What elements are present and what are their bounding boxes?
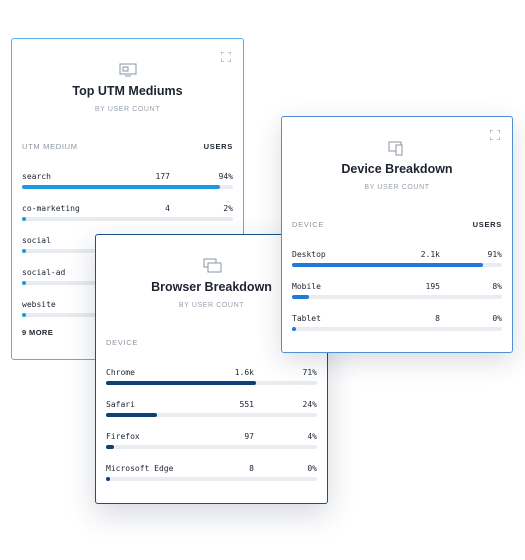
- row-count: 1.6k: [234, 368, 254, 377]
- row-percent: 0%: [307, 464, 317, 473]
- row-count: 195: [425, 282, 440, 291]
- bar: [106, 381, 256, 385]
- row-count: 97: [244, 432, 254, 441]
- bar: [22, 217, 27, 221]
- row-name: co-marketing: [22, 204, 80, 213]
- row-name: Mobile: [292, 282, 321, 291]
- row-percent: 8%: [492, 282, 502, 291]
- expand-icon[interactable]: [221, 52, 231, 62]
- row-name: Desktop: [292, 250, 326, 259]
- bar: [106, 445, 115, 449]
- bar: [22, 249, 26, 253]
- bar-track: [292, 295, 502, 299]
- bar-track: [106, 413, 317, 417]
- card: Device Breakdown BY USER COUNT DEVICE USERS…: [281, 116, 513, 353]
- bar-track: [106, 477, 317, 481]
- card-title: Browser Breakdown: [151, 280, 272, 294]
- bar: [22, 313, 26, 317]
- expand-icon[interactable]: [490, 130, 500, 140]
- row-percent: 2%: [223, 204, 233, 213]
- card-subtitle: BY USER COUNT: [178, 302, 245, 309]
- card-title: Device Breakdown: [341, 162, 453, 176]
- row-percent: 71%: [302, 368, 317, 377]
- row-name: Tablet: [292, 314, 321, 323]
- row-name: Firefox: [106, 432, 140, 441]
- row-count: 8: [249, 464, 254, 473]
- row-percent: 91%: [487, 250, 502, 259]
- card-icon: [119, 63, 136, 77]
- row-name: Safari: [106, 400, 135, 409]
- row-percent: 94%: [218, 172, 233, 181]
- row-name: social: [22, 236, 51, 245]
- row-count: 177: [155, 172, 170, 181]
- bar: [106, 477, 110, 481]
- bar: [292, 295, 309, 299]
- bar: [22, 185, 221, 189]
- row-percent: 4%: [307, 432, 317, 441]
- bar: [106, 413, 157, 417]
- card-title: Top UTM Mediums: [72, 84, 183, 98]
- bar: [292, 263, 484, 267]
- users-header: USERS: [472, 220, 502, 229]
- users-header: USERS: [203, 142, 233, 151]
- card-icon: [388, 141, 403, 156]
- card-subtitle: BY USER COUNT: [364, 184, 430, 191]
- row-count: 8: [435, 314, 440, 323]
- row-percent: 0%: [492, 314, 502, 323]
- row-count: 4: [165, 204, 170, 213]
- card-icon: [203, 258, 221, 273]
- row-name: website: [22, 300, 56, 309]
- row-name: social-ad: [22, 268, 66, 277]
- more-link[interactable]: 9 MORE: [22, 328, 54, 337]
- row-count: 2.1k: [420, 250, 440, 259]
- column-header: UTM MEDIUM: [22, 142, 78, 151]
- bar-track: [22, 217, 233, 221]
- row-name: Microsoft Edge: [106, 464, 174, 473]
- bar: [292, 327, 296, 331]
- row-percent: 24%: [302, 400, 317, 409]
- row-name: search: [22, 172, 51, 181]
- bar: [22, 281, 26, 285]
- bar-track: [106, 445, 317, 449]
- card-subtitle: BY USER COUNT: [94, 106, 161, 113]
- row-name: Chrome: [106, 368, 135, 377]
- column-header: DEVICE: [106, 338, 139, 347]
- column-header: DEVICE: [292, 220, 325, 229]
- bar-track: [292, 327, 502, 331]
- row-count: 551: [239, 400, 254, 409]
